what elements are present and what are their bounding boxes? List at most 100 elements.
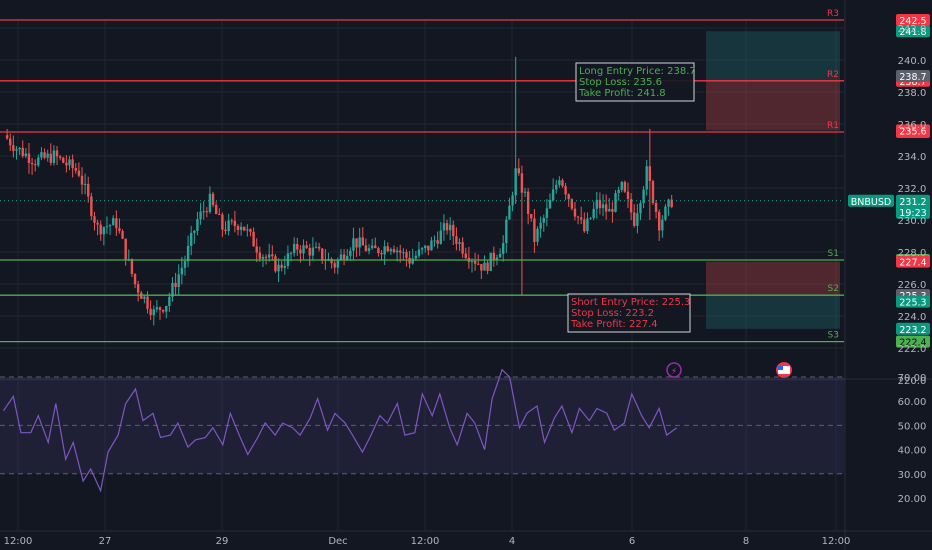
- candle-body: [480, 264, 483, 271]
- candle-body: [255, 246, 258, 253]
- candle-body: [567, 194, 570, 200]
- candle-body: [645, 166, 648, 190]
- candle-body: [317, 246, 321, 249]
- candle-body: [158, 307, 162, 311]
- candle-body: [58, 156, 62, 158]
- candle-body: [305, 245, 308, 249]
- candle-body: [140, 292, 143, 299]
- candle-body: [339, 254, 343, 260]
- axis-price-label: 225.3: [899, 298, 926, 309]
- candle-body: [424, 245, 427, 249]
- candle-body: [651, 181, 655, 204]
- candle-body: [608, 209, 611, 212]
- candle-body: [489, 252, 492, 271]
- candle-body: [271, 254, 274, 257]
- candle-body: [171, 282, 174, 297]
- currency-button[interactable]: USD: [893, 2, 929, 21]
- time-tick-label: Dec: [328, 536, 347, 547]
- candle-body: [626, 191, 630, 200]
- candle-body: [30, 163, 34, 165]
- candle-body: [442, 223, 446, 231]
- candle-body: [420, 248, 424, 250]
- candle-body: [124, 238, 127, 260]
- candle-body: [37, 157, 40, 166]
- level-name-s1: S1: [828, 249, 839, 259]
- candle-body: [143, 296, 146, 299]
- candle-body: [374, 245, 377, 249]
- level-name-r1: R1: [827, 121, 839, 131]
- candle-body: [508, 205, 511, 220]
- candle-body: [224, 229, 227, 232]
- candle-body: [9, 138, 12, 146]
- candle-body: [477, 263, 480, 265]
- price-tick-label: 230.0: [898, 216, 927, 227]
- candle-body: [511, 195, 514, 206]
- level-price-label: 222.4: [899, 338, 926, 349]
- axis-price-badge: [896, 322, 930, 335]
- axis-price-badge: [896, 289, 930, 302]
- candle-body: [311, 247, 315, 256]
- candle-body: [268, 254, 271, 258]
- candle-body: [427, 245, 430, 251]
- current-price-badge: [896, 194, 930, 219]
- candle-body: [108, 225, 112, 227]
- candle-body: [486, 262, 489, 271]
- rsi-tick-label: 40.00: [898, 446, 927, 457]
- candle-body: [414, 255, 418, 259]
- long-stop-loss-zone: [706, 80, 840, 131]
- price-tick-label: 234.0: [898, 152, 927, 163]
- price-tick-label: 238.0: [898, 88, 927, 99]
- candle-body: [417, 249, 421, 256]
- candle-body: [545, 208, 549, 218]
- candle-body: [155, 307, 159, 310]
- candle-body: [542, 217, 545, 223]
- axis-price-label: 225.3: [899, 291, 926, 302]
- candle-body: [551, 189, 555, 201]
- candle-body: [389, 249, 393, 252]
- price-tick-label: 240.0: [898, 56, 927, 67]
- candle-body: [174, 282, 177, 288]
- candle-body: [520, 173, 524, 193]
- candle-body: [146, 296, 149, 309]
- level-price-badge: [896, 289, 930, 302]
- price-tick-label: 232.0: [898, 184, 927, 195]
- candle-body: [96, 222, 99, 225]
- candle-body: [327, 258, 330, 261]
- long-annotation-line: Take Profit: 241.8: [578, 88, 666, 99]
- candle-body: [83, 183, 87, 185]
- price-tick-label: 222.0: [898, 344, 927, 355]
- candle-body: [24, 153, 28, 157]
- candle-body: [536, 228, 539, 242]
- axis-price-badge: [896, 25, 930, 38]
- lightning-event-icon: [666, 362, 682, 378]
- candle-body: [352, 238, 355, 251]
- candle-body: [595, 199, 598, 209]
- candle-body: [286, 253, 290, 266]
- candle-body: [115, 218, 118, 229]
- candle-body: [21, 147, 24, 157]
- candle-body: [517, 168, 520, 174]
- candle-body: [186, 245, 190, 262]
- candle-body: [218, 214, 221, 216]
- candle-body: [370, 245, 374, 249]
- candle-body: [74, 168, 77, 171]
- candle-body: [321, 248, 324, 260]
- candle-body: [274, 256, 277, 272]
- candle-body: [402, 252, 405, 254]
- candle-body: [90, 196, 93, 217]
- candle-body: [52, 150, 56, 163]
- candle-body: [604, 204, 608, 212]
- candle-body: [230, 220, 233, 222]
- candle-body: [433, 240, 436, 242]
- ticker-symbol: BNBUSD: [851, 197, 891, 208]
- candle-body: [246, 229, 249, 231]
- candle-body: [364, 245, 368, 252]
- candle-body: [580, 217, 583, 220]
- level-price-label: 235.5: [899, 128, 926, 139]
- axis-price-label: 241.8: [899, 27, 926, 38]
- candle-body: [452, 224, 455, 237]
- level-price-badge: [896, 335, 930, 348]
- candle-body: [492, 252, 496, 260]
